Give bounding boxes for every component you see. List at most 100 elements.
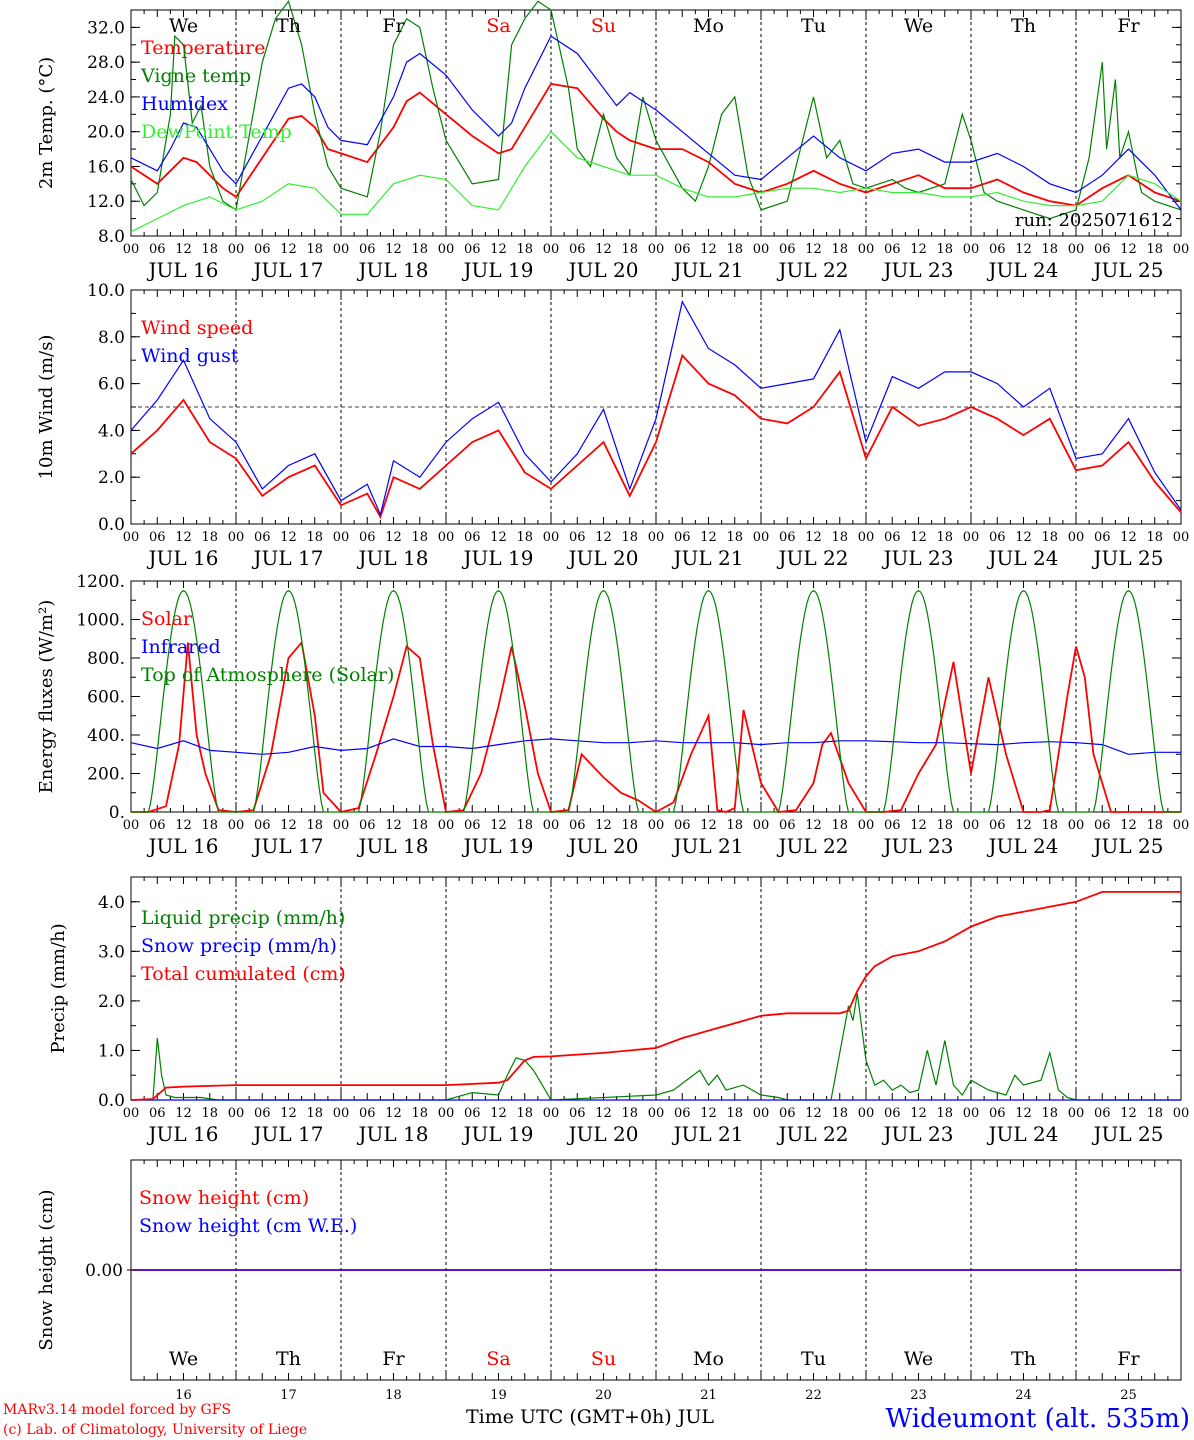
- x-hour-label: 06: [884, 1106, 901, 1121]
- y-tick-label: 1200.: [76, 572, 125, 592]
- x-hour-label: 00: [1068, 818, 1085, 833]
- legend-entry: Temperature: [141, 37, 265, 59]
- x-hour-label: 18: [201, 530, 218, 545]
- legend-entry: Snow height (cm W.E.): [139, 1215, 357, 1237]
- x-hour-label: 06: [1094, 242, 1111, 257]
- legend-entry: Vigne temp: [140, 65, 251, 87]
- x-date-label: JUL 22: [777, 258, 849, 282]
- x-hour-label: 00: [858, 1106, 875, 1121]
- x-date-label: JUL 17: [252, 258, 324, 282]
- x-hour-label: 18: [1146, 530, 1163, 545]
- x-hour-label: 06: [254, 530, 271, 545]
- x-hour-label: 12: [595, 818, 612, 833]
- x-hour-label: 06: [674, 530, 691, 545]
- x-hour-label: 12: [175, 530, 192, 545]
- x-hour-label: 18: [516, 530, 533, 545]
- x-hour-label: 06: [464, 530, 481, 545]
- x-hour-label: 00: [858, 242, 875, 257]
- x-hour-label: 12: [1015, 818, 1032, 833]
- x-hour-label: 12: [700, 530, 717, 545]
- x-hour-label: 12: [280, 1106, 297, 1121]
- x-hour-label: 06: [359, 1106, 376, 1121]
- panel-2: 0.0 2.0 4.0 6.0 8.0 10.0 10m Wind (m/s) Wind sp…: [36, 281, 1189, 570]
- y-axis-label: 10m Wind (m/s): [36, 335, 57, 480]
- x-daynum-label: 22: [805, 1388, 822, 1403]
- x-weekday-label: Su: [591, 15, 616, 37]
- x-hour-label: 18: [621, 818, 638, 833]
- legend-entry: Wind gust: [141, 345, 239, 367]
- series-line-2: [130, 35, 1182, 211]
- x-hour-label: 00: [123, 530, 140, 545]
- y-tick-label: 2.0: [98, 992, 125, 1012]
- x-daynum-label: 25: [1120, 1388, 1137, 1403]
- y-tick-label: 8.0: [98, 227, 125, 247]
- x-hour-label: 12: [175, 1106, 192, 1121]
- x-hour-label: 06: [884, 242, 901, 257]
- x-weekday-label: Fr: [1117, 1348, 1140, 1370]
- x-hour-label: 18: [306, 530, 323, 545]
- series-line-1: [130, 300, 1182, 517]
- x-date-label: JUL 20: [567, 1122, 639, 1146]
- x-hour-label: 12: [490, 242, 507, 257]
- x-hour-label: 00: [438, 242, 455, 257]
- x-hour-label: 12: [490, 530, 507, 545]
- x-hour-label: 00: [963, 818, 980, 833]
- x-hour-label: 06: [779, 530, 796, 545]
- y-tick-label: 0.0: [98, 515, 125, 535]
- x-hour-label: 06: [359, 242, 376, 257]
- panel-5: 0.00 Snow height (cm) Snow height (cm) Snow…: [36, 1159, 1182, 1403]
- x-hour-label: 00: [438, 1106, 455, 1121]
- x-hour-label: 12: [1015, 242, 1032, 257]
- x-hour-label: 12: [385, 818, 402, 833]
- x-hour-label: 00: [123, 1106, 140, 1121]
- x-weekday-label: Sa: [486, 15, 510, 37]
- x-hour-label: 00: [543, 1106, 560, 1121]
- x-hour-label: 18: [516, 1106, 533, 1121]
- x-hour-label: 00: [648, 818, 665, 833]
- x-hour-label: 18: [1041, 818, 1058, 833]
- x-hour-label: 00: [858, 530, 875, 545]
- x-hour-label: 18: [831, 1106, 848, 1121]
- x-hour-label: 18: [831, 530, 848, 545]
- x-date-label: JUL 20: [567, 546, 639, 570]
- x-hour-label: 18: [516, 242, 533, 257]
- x-hour-label: 18: [936, 818, 953, 833]
- meteogram-panels: 8.0 12.0 16.0 20.0 24.0 28.0 32.0 2m Temp. (°C)…: [36, 0, 1189, 1403]
- x-hour-label: 00: [438, 818, 455, 833]
- legend-entry: Total cumulated (cm): [141, 963, 346, 985]
- x-hour-label: 18: [201, 1106, 218, 1121]
- x-date-label: JUL 17: [252, 1122, 324, 1146]
- x-weekday-label: Mo: [693, 15, 724, 37]
- x-daynum-label: 17: [280, 1388, 297, 1403]
- x-hour-label: 12: [490, 1106, 507, 1121]
- x-hour-label: 18: [1146, 1106, 1163, 1121]
- x-weekday-label: We: [169, 1348, 198, 1370]
- legend-entry: Humidex: [141, 93, 228, 115]
- x-date-label: JUL 23: [882, 1122, 954, 1146]
- x-hour-label: 12: [1015, 530, 1032, 545]
- x-weekday-label: Sa: [486, 1348, 510, 1370]
- x-date-label: JUL 18: [357, 258, 429, 282]
- x-hour-label: 00: [1173, 530, 1190, 545]
- x-date-label: JUL 24: [987, 258, 1059, 282]
- x-hour-label: 00: [333, 530, 350, 545]
- x-hour-label: 12: [910, 1106, 927, 1121]
- x-date-label: JUL 16: [147, 1122, 219, 1146]
- x-hour-label: 18: [306, 1106, 323, 1121]
- x-hour-label: 12: [595, 242, 612, 257]
- x-hour-label: 00: [123, 818, 140, 833]
- lab-credit: (c) Lab. of Climatology, University of L…: [3, 1422, 307, 1438]
- series-line-1: [130, 738, 1181, 755]
- panel-1: 8.0 12.0 16.0 20.0 24.0 28.0 32.0 2m Temp. (°C)…: [36, 0, 1189, 282]
- x-hour-label: 12: [805, 530, 822, 545]
- x-date-label: JUL 24: [987, 834, 1059, 858]
- x-date-label: JUL 16: [147, 834, 219, 858]
- x-daynum-label: 21: [700, 1388, 717, 1403]
- x-daynum-label: 19: [490, 1388, 507, 1403]
- series-line-0: [131, 640, 1181, 814]
- x-hour-label: 12: [385, 530, 402, 545]
- x-hour-label: 00: [333, 818, 350, 833]
- x-hour-label: 06: [884, 530, 901, 545]
- panel-4: 0.0 1.0 2.0 3.0 4.0 Precip (mm/h) Liquid preci…: [48, 876, 1189, 1146]
